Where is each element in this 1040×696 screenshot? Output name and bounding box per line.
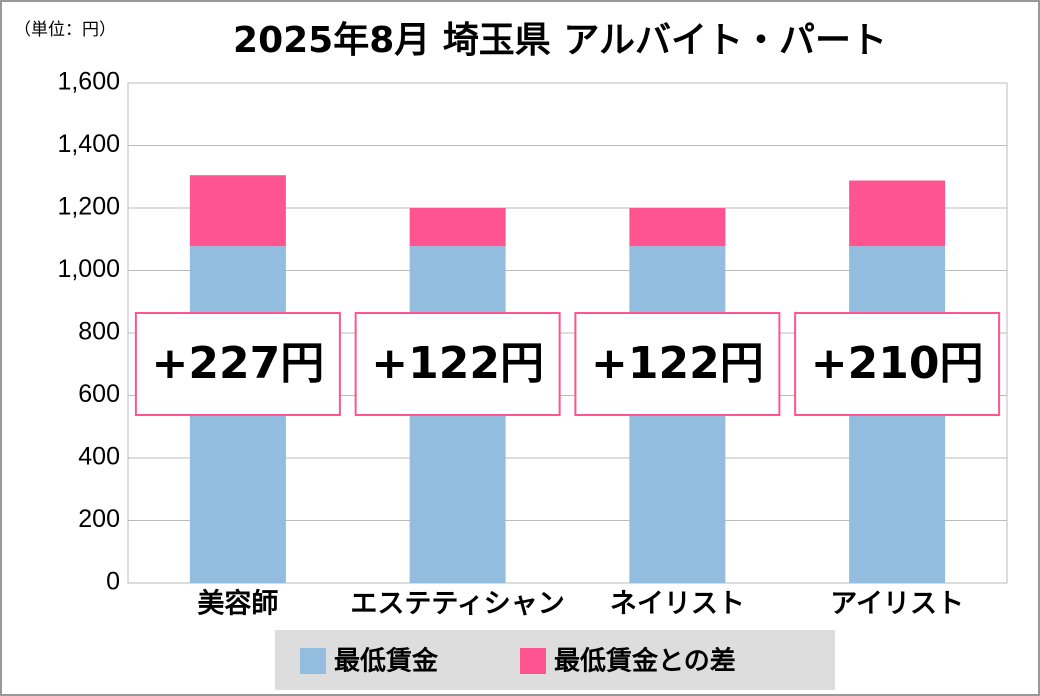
y-tick-label: 800: [78, 318, 120, 346]
y-tick-label: 0: [106, 568, 120, 596]
y-tick-label: 1,200: [57, 193, 120, 221]
y-tick-label: 600: [78, 380, 120, 408]
x-tick-label: ネイリスト: [610, 589, 745, 620]
value-label: +122円: [371, 338, 544, 389]
bar-segment: [849, 180, 946, 247]
value-label-box: [134, 312, 341, 416]
value-label-box: [354, 312, 561, 416]
legend-box: [275, 630, 835, 690]
legend-swatch: [300, 648, 326, 674]
legend-swatch: [520, 648, 546, 674]
y-tick-label: 200: [78, 505, 120, 533]
value-label: +227円: [152, 338, 325, 389]
legend-label: 最低賃金: [334, 646, 439, 677]
unit-label: （単位：円）: [14, 20, 116, 40]
x-tick-label: アイリスト: [830, 589, 964, 620]
bar-segment: [629, 208, 726, 247]
y-tick-label: 1,000: [57, 255, 120, 283]
y-tick-label: 1,400: [57, 130, 120, 158]
value-label-box: [574, 312, 781, 416]
y-tick-label: 1,600: [57, 68, 120, 96]
y-tick-label: 400: [78, 443, 120, 471]
bar-segment: [409, 208, 506, 247]
value-label: +122円: [591, 338, 764, 389]
bar-segment: [189, 175, 286, 247]
legend-label: 最低賃金との差: [554, 646, 736, 677]
chart-title: 2025年8月 埼玉県 アルバイト・パート: [233, 20, 887, 61]
value-label: +210円: [811, 338, 984, 389]
value-label-box: [794, 312, 1001, 416]
x-tick-label: 美容師: [197, 588, 278, 620]
x-tick-label: エステティシャン: [350, 589, 564, 620]
